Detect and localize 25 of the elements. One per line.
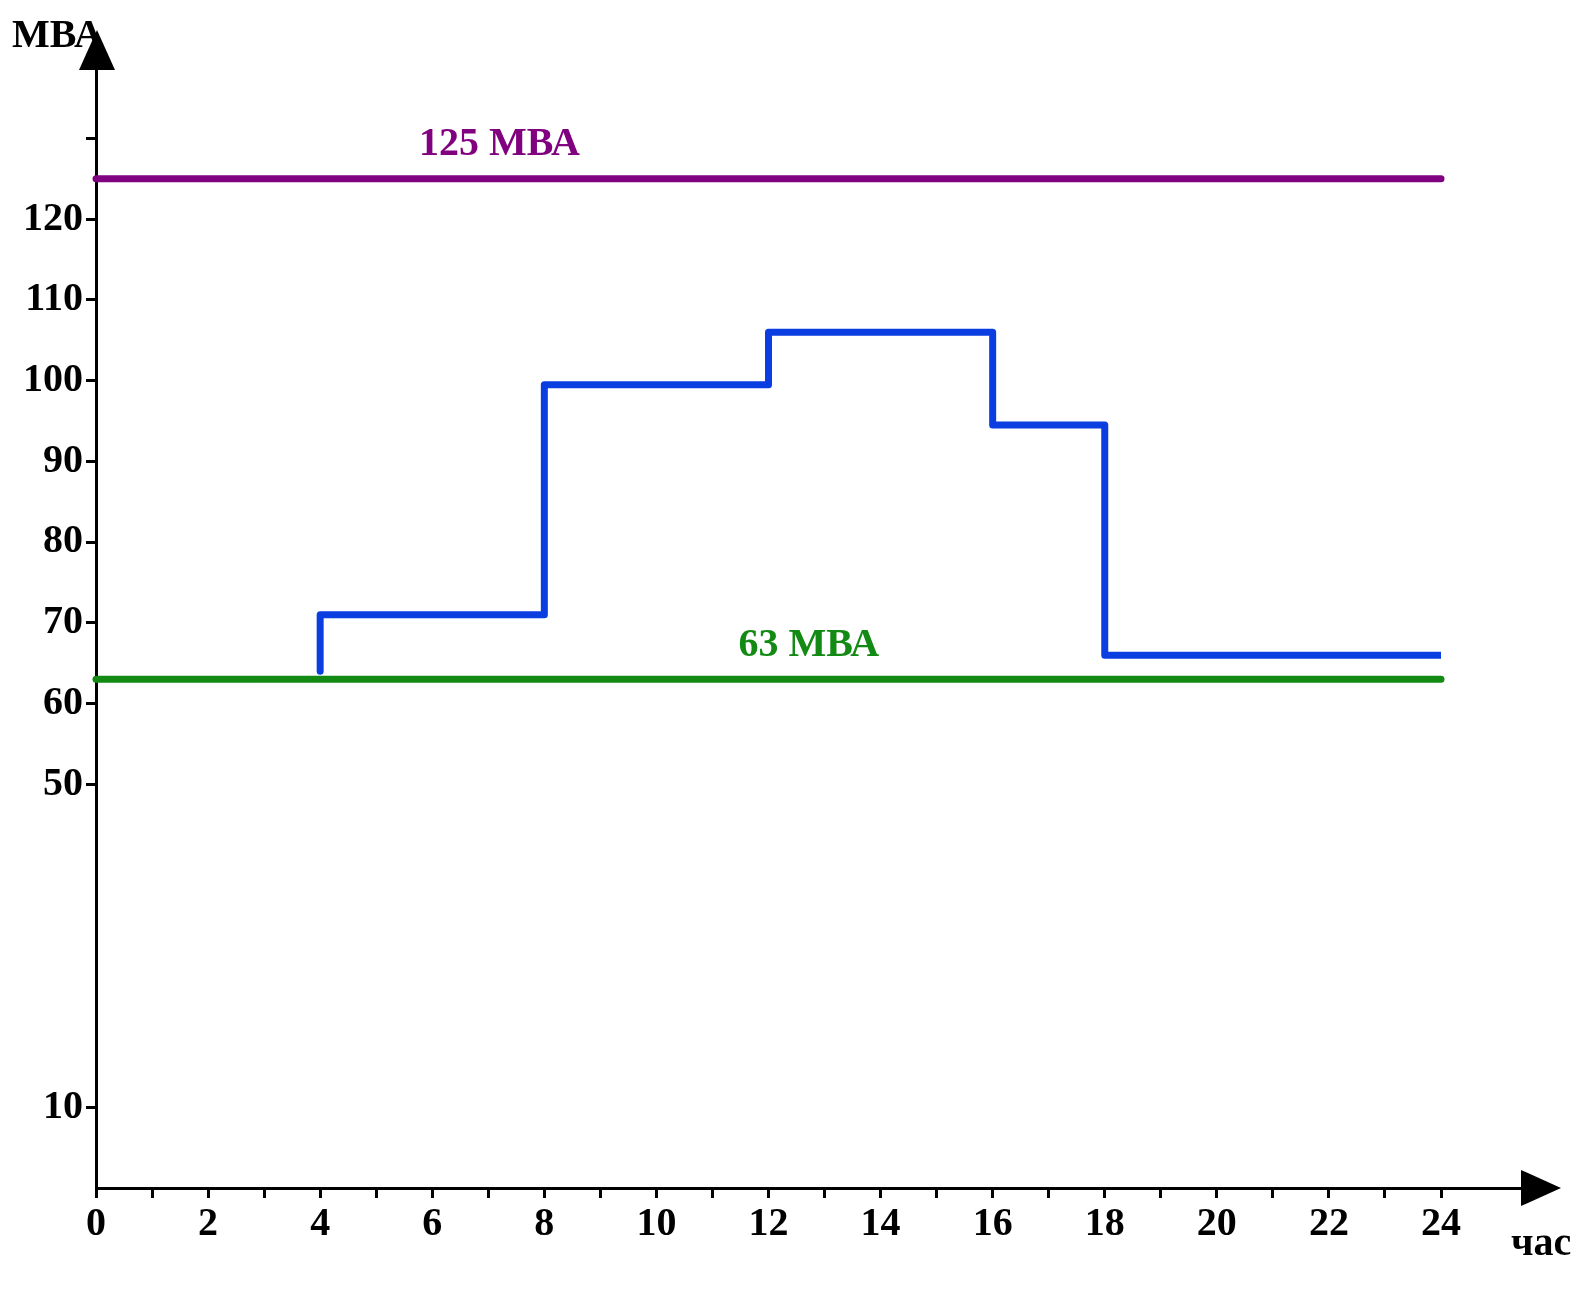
x-tick-label: 18 — [1084, 1199, 1125, 1245]
y-tick-label: 70 — [43, 597, 83, 643]
y-tick-label: 60 — [43, 677, 83, 723]
x-tick-label: 8 — [534, 1199, 555, 1245]
x-tick-label: 20 — [1196, 1199, 1237, 1245]
x-tick-label: 0 — [86, 1199, 106, 1245]
x-tick-label: 14 — [860, 1199, 901, 1245]
ref-line-label: 63 МВА — [738, 619, 880, 665]
y-tick-label: 80 — [43, 516, 83, 562]
x-tick-label: 22 — [1308, 1199, 1349, 1245]
x-tick-label: 10 — [636, 1199, 677, 1245]
x-tick-label: 16 — [972, 1199, 1013, 1245]
y-tick-label: 120 — [23, 193, 83, 239]
x-tick-label: 12 — [748, 1199, 789, 1245]
y-tick-label: 110 — [25, 274, 83, 320]
y-tick-label: 10 — [43, 1081, 83, 1127]
x-tick-label: 6 — [422, 1199, 443, 1245]
y-tick-label: 90 — [43, 435, 83, 481]
x-axis-title: час — [1511, 1218, 1572, 1265]
y-tick-label: 50 — [43, 758, 83, 804]
ref-line-label: 125 МВА — [419, 119, 581, 165]
x-tick-label: 4 — [310, 1199, 331, 1245]
x-tick-label: 2 — [198, 1199, 219, 1245]
y-tick-label: 100 — [23, 354, 83, 400]
x-tick-label: 24 — [1421, 1199, 1461, 1245]
